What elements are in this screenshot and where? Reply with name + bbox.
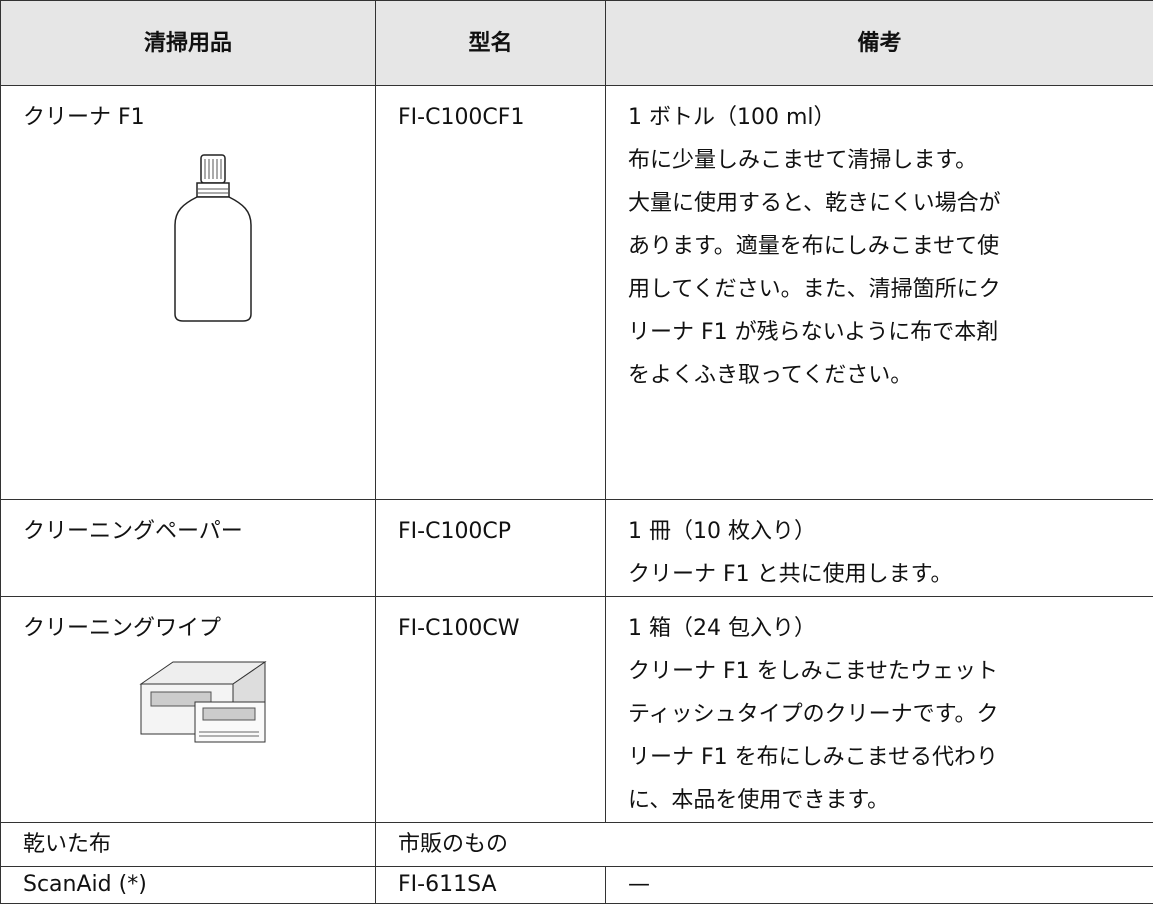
note-line: — bbox=[628, 867, 1153, 903]
note-line: 1 箱（24 包入り） bbox=[628, 607, 1153, 650]
notes-cell: 1 ボトル（100 ml）布に少量しみこませて清掃します。大量に使用すると、乾き… bbox=[606, 86, 1153, 500]
model-cell: FI-C100CP bbox=[376, 500, 606, 597]
note-line: リーナ F1 が残らないように布で本剤 bbox=[628, 311, 1153, 354]
item-cell: 乾いた布 bbox=[1, 823, 376, 867]
page: 清掃用品 型名 備考 クリーナ F1 FI-C100CF1 1 ボトル（100 … bbox=[0, 0, 1153, 847]
row: クリーニングペーパー FI-C100CP 1 冊（10 枚入り）クリーナ F1 … bbox=[1, 500, 1153, 597]
note-line: 大量に使用すると、乾きにくい場合が bbox=[628, 182, 1153, 225]
header-cell: 型名 bbox=[376, 1, 606, 86]
note-line: ティッシュタイプのクリーナです。ク bbox=[628, 693, 1153, 736]
model-cell: FI-611SA bbox=[376, 867, 606, 904]
note-line: クリーナ F1 と共に使用します。 bbox=[628, 553, 1153, 596]
item: クリーナ F1 bbox=[23, 96, 375, 139]
note-line: クリーナ F1 をしみこませたウェット bbox=[628, 650, 1153, 693]
note-line: に、本品を使用できます。 bbox=[628, 779, 1153, 822]
row: クリーニングワイプ FI-C100CW 1 箱（24 包入り）クリーナ F1 を… bbox=[1, 597, 1153, 823]
header-cell: 備考 bbox=[606, 1, 1153, 86]
header-row: 清掃用品 型名 備考 bbox=[1, 1, 1153, 86]
note-line: 1 冊（10 枚入り） bbox=[628, 510, 1153, 553]
item: クリーニングワイプ bbox=[23, 607, 375, 650]
note-line: あります。適量を布にしみこませて使 bbox=[628, 225, 1153, 268]
model-cell: FI-C100CF1 bbox=[376, 86, 606, 500]
item-cell: クリーニングペーパー bbox=[1, 500, 376, 597]
item-cell: クリーナ F1 bbox=[1, 86, 376, 500]
note-line: をよくふき取ってください。 bbox=[628, 354, 1153, 397]
header-cell: 清掃用品 bbox=[1, 1, 376, 86]
model-cell: 市販のもの bbox=[376, 823, 1153, 867]
notes-cell: — bbox=[606, 867, 1153, 904]
row: クリーナ F1 FI-C100CF1 1 ボトル（100 ml）布に少量しみこま… bbox=[1, 86, 1153, 500]
note-line: 1 ボトル（100 ml） bbox=[628, 96, 1153, 139]
wipe-illustration bbox=[133, 654, 273, 744]
note-line: 用してください。また、清掃箇所にク bbox=[628, 268, 1153, 311]
model-cell: FI-C100CW bbox=[376, 597, 606, 823]
item-cell: ScanAid (*) bbox=[1, 867, 376, 904]
row: ScanAid (*) FI-611SA — bbox=[1, 867, 1153, 904]
note-line: 布に少量しみこませて清掃します。 bbox=[628, 139, 1153, 182]
item-cell: クリーニングワイプ bbox=[1, 597, 376, 823]
bottle-illustration bbox=[153, 149, 273, 329]
row: 乾いた布 市販のもの bbox=[1, 823, 1153, 867]
notes-cell: 1 冊（10 枚入り）クリーナ F1 と共に使用します。 bbox=[606, 500, 1153, 597]
note-line: リーナ F1 を布にしみこませる代わり bbox=[628, 736, 1153, 779]
notes-cell: 1 箱（24 包入り）クリーナ F1 をしみこませたウェットティッシュタイプのク… bbox=[606, 597, 1153, 823]
